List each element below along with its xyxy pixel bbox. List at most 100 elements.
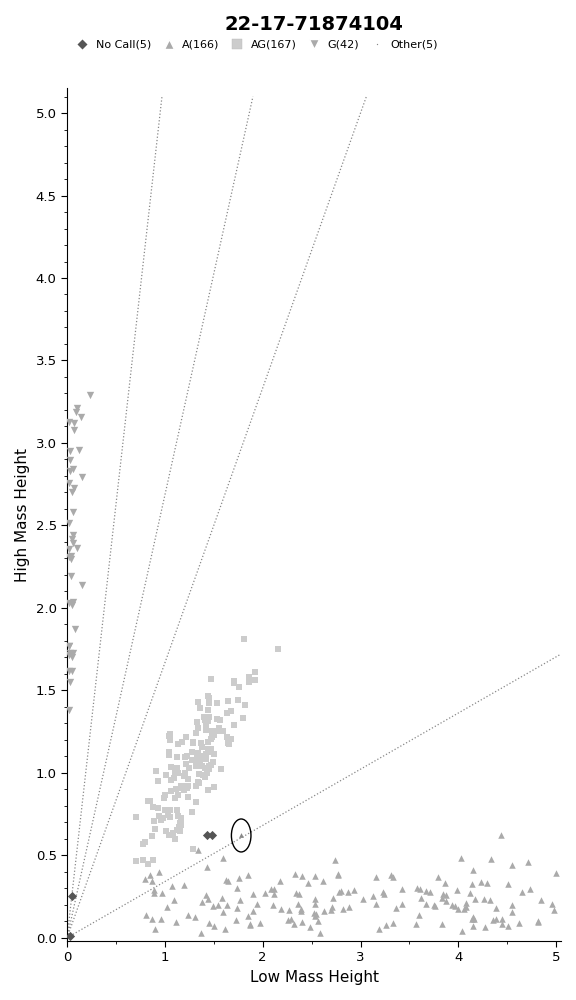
Point (238, 710, 247, 726)
Point (176, 811, 185, 827)
Point (514, 915, 524, 931)
Point (131, 809, 140, 825)
Point (138, 836, 147, 852)
Point (234, 870, 244, 886)
Point (214, 720, 223, 736)
Point (176, 778, 185, 794)
Point (172, 802, 181, 818)
Point (518, 884, 527, 900)
Point (421, 896, 430, 912)
Point (173, 736, 183, 752)
Point (207, 723, 217, 739)
Point (334, 867, 343, 883)
Point (251, 664, 260, 680)
Point (284, 902, 293, 918)
Point (196, 700, 205, 716)
Point (372, 896, 381, 912)
Point (193, 774, 202, 790)
Point (533, 913, 542, 929)
Point (310, 868, 320, 884)
Point (222, 705, 231, 721)
Point (210, 746, 219, 762)
Point (176, 823, 185, 839)
Point (274, 641, 283, 657)
Point (335, 884, 344, 900)
Point (311, 896, 320, 912)
Point (65, 549, 74, 565)
Point (195, 758, 204, 774)
Point (222, 897, 232, 913)
Point (168, 825, 177, 841)
Point (140, 834, 149, 850)
Point (169, 770, 179, 786)
Point (196, 925, 206, 941)
Point (170, 831, 180, 847)
Point (270, 886, 279, 902)
Point (255, 915, 264, 931)
Point (202, 859, 211, 875)
Point (197, 735, 206, 751)
Point (469, 911, 479, 927)
Point (230, 675, 239, 691)
Point (497, 911, 506, 927)
Point (389, 869, 398, 885)
Point (266, 881, 275, 897)
Point (165, 732, 175, 748)
Point (203, 782, 213, 798)
Point (503, 876, 513, 892)
Point (536, 892, 545, 908)
Point (68, 645, 77, 661)
Point (468, 862, 478, 878)
Point (497, 916, 506, 932)
Point (414, 907, 423, 923)
Point (192, 794, 201, 810)
Point (507, 897, 517, 913)
Point (170, 765, 180, 781)
Point (201, 751, 210, 767)
Point (179, 877, 188, 893)
Point (243, 908, 252, 924)
Point (193, 842, 202, 858)
Point (218, 890, 227, 906)
Point (77, 409, 86, 425)
Point (175, 819, 184, 835)
Point (283, 912, 293, 928)
Point (70, 621, 79, 637)
Point (197, 894, 206, 910)
Point (291, 885, 301, 901)
Point (149, 813, 158, 829)
Point (328, 890, 338, 906)
Point (298, 868, 307, 884)
Point (66, 928, 75, 944)
Point (260, 885, 269, 901)
Point (200, 712, 209, 728)
Point (296, 901, 305, 917)
Point (198, 739, 207, 755)
Point (344, 899, 353, 915)
Point (276, 901, 285, 917)
Point (202, 887, 211, 903)
Point (158, 810, 168, 826)
Point (450, 898, 459, 914)
Point (287, 911, 296, 927)
Point (141, 871, 150, 887)
Point (480, 919, 490, 935)
Point (176, 780, 185, 796)
Point (66, 568, 75, 584)
Point (397, 881, 407, 897)
Point (71, 404, 81, 420)
Point (204, 709, 214, 725)
Point (213, 695, 222, 711)
Point (204, 758, 213, 774)
Point (157, 885, 166, 901)
Point (442, 887, 451, 903)
Point (169, 892, 179, 908)
Point (392, 900, 401, 916)
Point (507, 857, 517, 873)
Point (232, 880, 241, 896)
Point (215, 712, 224, 728)
Point (452, 882, 461, 898)
Point (486, 851, 495, 867)
Point (157, 812, 166, 828)
Point (180, 765, 190, 781)
